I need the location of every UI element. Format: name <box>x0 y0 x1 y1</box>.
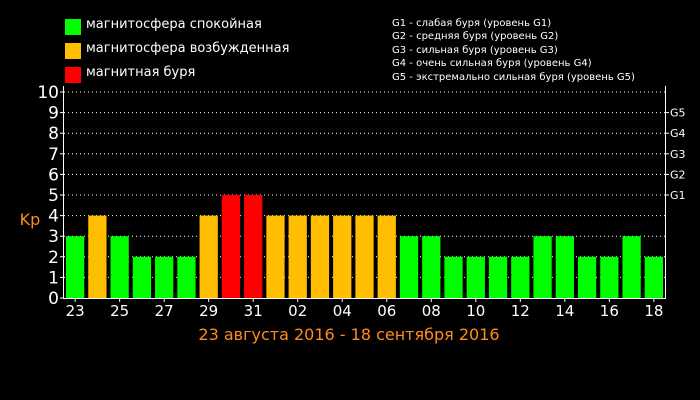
bar-05 <box>355 215 374 298</box>
bars <box>66 195 663 298</box>
storm-level-tick-label: G3 <box>670 148 686 161</box>
x-tick-label: 31 <box>244 302 263 320</box>
bar-12 <box>511 256 530 298</box>
y-tick-label: 1 <box>48 268 59 288</box>
storm-level-tick-labels: G1 G2 G3 G4 G5 <box>670 107 686 202</box>
storm-level-tick-label: G4 <box>670 127 686 140</box>
legend-label: магнитосфера спокойная <box>86 17 262 32</box>
bar-16 <box>600 256 619 298</box>
y-tick-label: 4 <box>48 207 59 227</box>
bar-11 <box>488 256 508 298</box>
y-tick-label: 0 <box>48 289 59 309</box>
legend-label: магнитная буря <box>86 65 196 80</box>
bar-07 <box>399 236 419 298</box>
y-tick-label: 9 <box>48 104 59 124</box>
x-tick-labels: 23 25 27 29 31 02 04 06 08 10 12 14 16 18 <box>66 302 664 320</box>
bar-04 <box>333 215 352 298</box>
x-axis-label: 23 августа 2016 - 18 сентября 2016 <box>198 325 499 344</box>
y-tick-label: 6 <box>48 165 59 185</box>
bar-23 <box>66 236 85 298</box>
storm-level-g3: G3 - сильная буря (уровень G3) <box>392 44 558 56</box>
x-tick-label: 16 <box>600 302 619 320</box>
bar-13 <box>533 236 552 298</box>
bar-28 <box>177 256 196 298</box>
storm-level-tick-label: G1 <box>670 189 686 202</box>
y-tick-label: 2 <box>48 248 59 268</box>
bar-25 <box>110 236 129 298</box>
storm-level-g1: G1 - слабая буря (уровень G1) <box>392 18 552 29</box>
x-tick-label: 04 <box>333 302 352 320</box>
bar-01 <box>266 215 285 298</box>
bar-26 <box>132 256 152 298</box>
x-tick-label: 29 <box>199 302 218 320</box>
x-tick-label: 08 <box>422 302 441 320</box>
bar-03 <box>310 215 330 298</box>
bar-14 <box>555 236 574 298</box>
bar-15 <box>577 256 597 298</box>
y-tick-label: 8 <box>48 124 59 144</box>
x-tick-label: 25 <box>110 302 129 320</box>
legend-label: магнитосфера возбужденная <box>86 41 290 56</box>
y-tick-label: 7 <box>48 145 59 165</box>
y-axis-label: Kp <box>20 210 41 229</box>
storm-level-g4: G4 - очень сильная буря (уровень G4) <box>392 58 592 70</box>
bar-31 <box>244 195 263 298</box>
storm-level-tick-label: G5 <box>670 107 686 120</box>
storm-level-g2: G2 - средняя буря (уровень G2) <box>392 31 559 43</box>
x-tick-label: 23 <box>66 302 85 320</box>
bar-17 <box>622 236 641 298</box>
bar-24 <box>88 215 107 298</box>
bar-06 <box>377 215 396 298</box>
bar-09 <box>444 256 463 298</box>
legend-swatch-calm <box>64 18 82 36</box>
x-tick-label: 12 <box>511 302 530 320</box>
storm-level-g5: G5 - экстремально сильная буря (уровень … <box>392 71 635 83</box>
x-tick-label: 18 <box>644 302 663 320</box>
legend-swatch-excited <box>64 42 82 60</box>
y-tick-label: 3 <box>48 227 59 247</box>
bar-27 <box>155 256 174 298</box>
x-tick-label: 02 <box>288 302 307 320</box>
bar-10 <box>466 256 485 298</box>
legend-swatch-storm <box>64 66 82 84</box>
x-tick-label: 27 <box>155 302 174 320</box>
x-tick-label: 14 <box>555 302 574 320</box>
bar-29 <box>199 215 218 298</box>
storm-level-tick-label: G2 <box>670 168 686 181</box>
y-tick-label: 5 <box>48 186 59 206</box>
x-tick-label: 10 <box>466 302 485 320</box>
bar-30 <box>221 195 241 298</box>
axes <box>60 86 669 302</box>
bar-02 <box>288 215 307 298</box>
storm-level-legend: G1 - слабая буря (уровень G1) G2 - средн… <box>392 17 635 84</box>
bar-08 <box>422 236 441 298</box>
x-tick-label: 06 <box>377 302 396 320</box>
bar-18 <box>644 256 663 298</box>
y-tick-label: 10 <box>37 83 59 103</box>
